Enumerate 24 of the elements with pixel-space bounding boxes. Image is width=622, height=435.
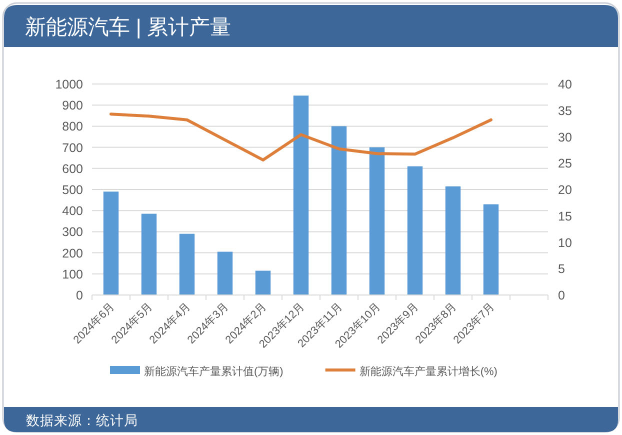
ytick: 1000 bbox=[55, 78, 83, 92]
ytick: 900 bbox=[62, 98, 83, 113]
ytick: 600 bbox=[62, 162, 83, 176]
y2tick: 10 bbox=[558, 236, 572, 250]
y2tick: 25 bbox=[558, 156, 572, 171]
annotation: 数据来源：统计局 bbox=[26, 413, 138, 428]
ytick: 0 bbox=[76, 288, 83, 302]
legend-label: 新能源汽车产量累计值(万辆) bbox=[144, 366, 284, 378]
y2tick: 0 bbox=[558, 288, 565, 302]
ytick: 400 bbox=[62, 204, 83, 218]
y2tick: 5 bbox=[558, 262, 565, 276]
y2tick: 35 bbox=[558, 104, 572, 118]
y2tick: 20 bbox=[558, 183, 572, 197]
ytick: 100 bbox=[62, 267, 83, 282]
ytick: 500 bbox=[62, 183, 83, 197]
legend-label: 新能源汽车产量累计增长(%) bbox=[359, 366, 498, 378]
ytick: 200 bbox=[62, 246, 83, 260]
ytick: 300 bbox=[62, 225, 83, 240]
y2tick: 15 bbox=[558, 209, 572, 224]
title: 新能源汽车 | 累计产量 bbox=[25, 16, 232, 39]
y2tick: 40 bbox=[558, 78, 572, 92]
ytick: 800 bbox=[62, 120, 83, 134]
y2tick: 30 bbox=[558, 130, 572, 144]
ytick: 700 bbox=[62, 140, 83, 155]
